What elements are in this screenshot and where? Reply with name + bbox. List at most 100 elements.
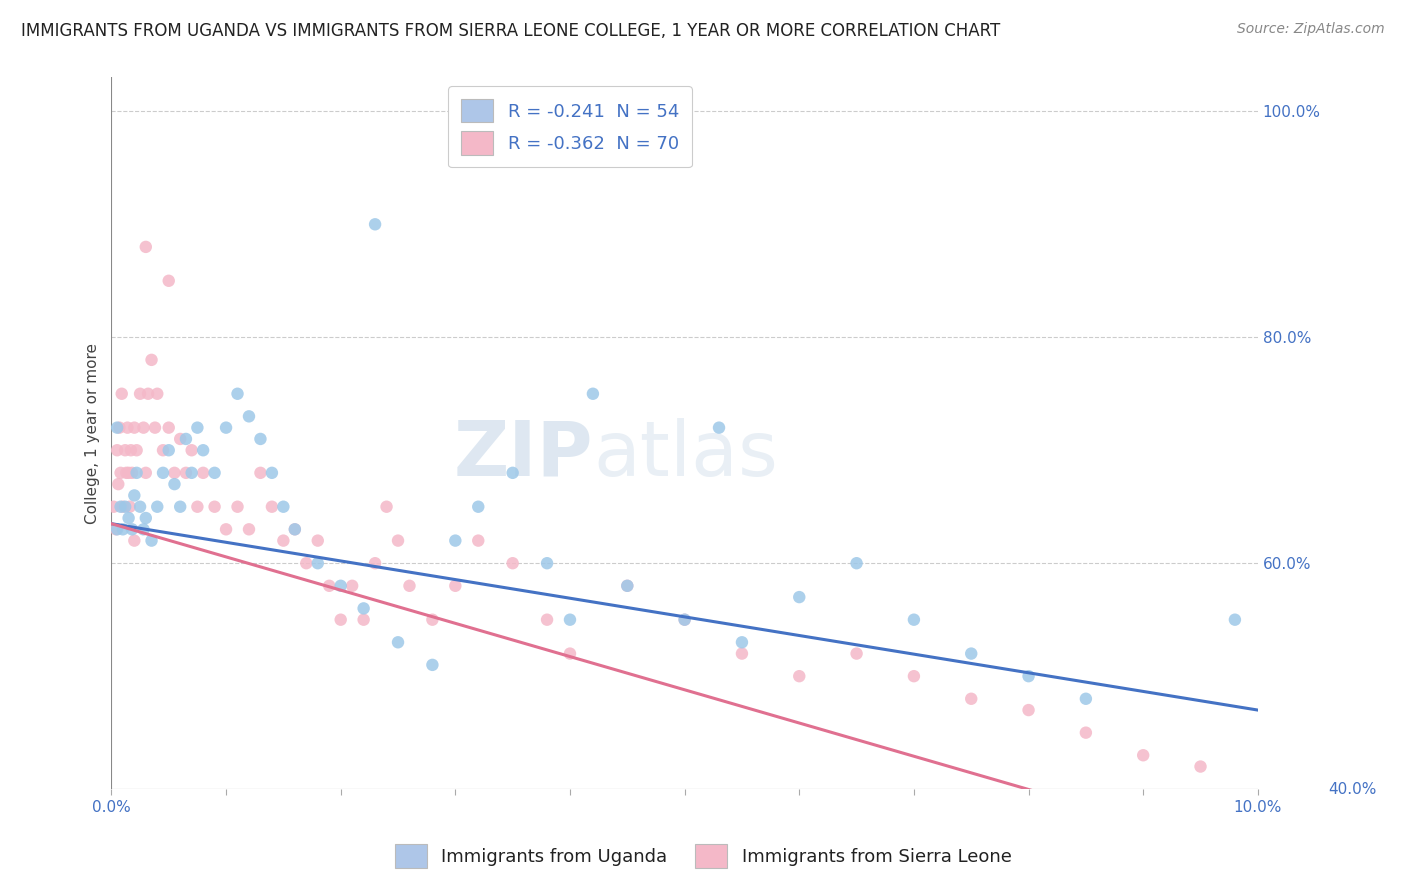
Point — [146, 500, 169, 514]
Point — [1018, 669, 1040, 683]
Point — [103, 500, 125, 514]
Point — [673, 613, 696, 627]
Point — [307, 556, 329, 570]
Point — [960, 691, 983, 706]
Point — [135, 466, 157, 480]
Point — [204, 500, 226, 514]
Point — [105, 522, 128, 536]
Point — [180, 443, 202, 458]
Point — [125, 443, 148, 458]
Point — [135, 511, 157, 525]
Point — [124, 488, 146, 502]
Point — [174, 432, 197, 446]
Point — [114, 500, 136, 514]
Point — [787, 669, 810, 683]
Point — [284, 522, 307, 536]
Point — [1132, 748, 1154, 763]
Point — [105, 420, 128, 434]
Point — [1132, 861, 1154, 875]
Point — [467, 533, 489, 548]
Point — [387, 533, 409, 548]
Point — [422, 657, 444, 672]
Point — [307, 533, 329, 548]
Point — [1074, 691, 1097, 706]
Point — [273, 533, 295, 548]
Point — [329, 579, 352, 593]
Point — [180, 466, 202, 480]
Point — [114, 443, 136, 458]
Point — [502, 466, 524, 480]
Point — [467, 500, 489, 514]
Point — [157, 274, 180, 288]
Point — [136, 386, 159, 401]
Point — [191, 443, 214, 458]
Text: atlas: atlas — [593, 417, 778, 491]
Point — [115, 466, 138, 480]
Point — [105, 443, 128, 458]
Point — [845, 647, 868, 661]
Point — [903, 613, 925, 627]
Point — [169, 500, 191, 514]
Point — [673, 613, 696, 627]
Point — [616, 579, 638, 593]
Point — [157, 420, 180, 434]
Point — [174, 466, 197, 480]
Point — [117, 420, 139, 434]
Point — [1018, 703, 1040, 717]
Point — [146, 386, 169, 401]
Point — [238, 522, 260, 536]
Point — [132, 522, 155, 536]
Point — [960, 647, 983, 661]
Point — [273, 500, 295, 514]
Point — [105, 522, 128, 536]
Point — [107, 477, 129, 491]
Point — [1223, 613, 1246, 627]
Point — [1074, 725, 1097, 739]
Point — [1189, 759, 1212, 773]
Point — [260, 466, 283, 480]
Point — [284, 522, 307, 536]
Point — [295, 556, 318, 570]
Legend: R = -0.241  N = 54, R = -0.362  N = 70: R = -0.241 N = 54, R = -0.362 N = 70 — [449, 87, 692, 167]
Point — [120, 443, 142, 458]
Point — [215, 420, 238, 434]
Point — [353, 613, 375, 627]
Point — [186, 420, 208, 434]
Point — [117, 511, 139, 525]
Point — [226, 386, 249, 401]
Point — [444, 533, 467, 548]
Point — [536, 556, 558, 570]
Point — [141, 533, 163, 548]
Point — [731, 635, 754, 649]
Point — [121, 522, 143, 536]
Point — [163, 477, 186, 491]
Point — [143, 420, 166, 434]
Point — [152, 466, 174, 480]
Y-axis label: College, 1 year or more: College, 1 year or more — [86, 343, 100, 524]
Point — [141, 352, 163, 367]
Point — [238, 409, 260, 424]
Point — [226, 500, 249, 514]
Point — [536, 613, 558, 627]
Point — [340, 579, 363, 593]
Point — [152, 443, 174, 458]
Point — [444, 579, 467, 593]
Point — [558, 647, 581, 661]
Text: ZIP: ZIP — [453, 417, 593, 491]
Point — [186, 500, 208, 514]
Point — [124, 420, 146, 434]
Point — [903, 669, 925, 683]
Point — [163, 466, 186, 480]
Text: 40.0%: 40.0% — [1329, 782, 1376, 797]
Point — [135, 240, 157, 254]
Point — [169, 432, 191, 446]
Point — [375, 500, 398, 514]
Point — [108, 420, 131, 434]
Point — [364, 556, 387, 570]
Point — [117, 466, 139, 480]
Point — [125, 466, 148, 480]
Point — [129, 500, 152, 514]
Point — [398, 579, 420, 593]
Point — [558, 613, 581, 627]
Point — [731, 647, 754, 661]
